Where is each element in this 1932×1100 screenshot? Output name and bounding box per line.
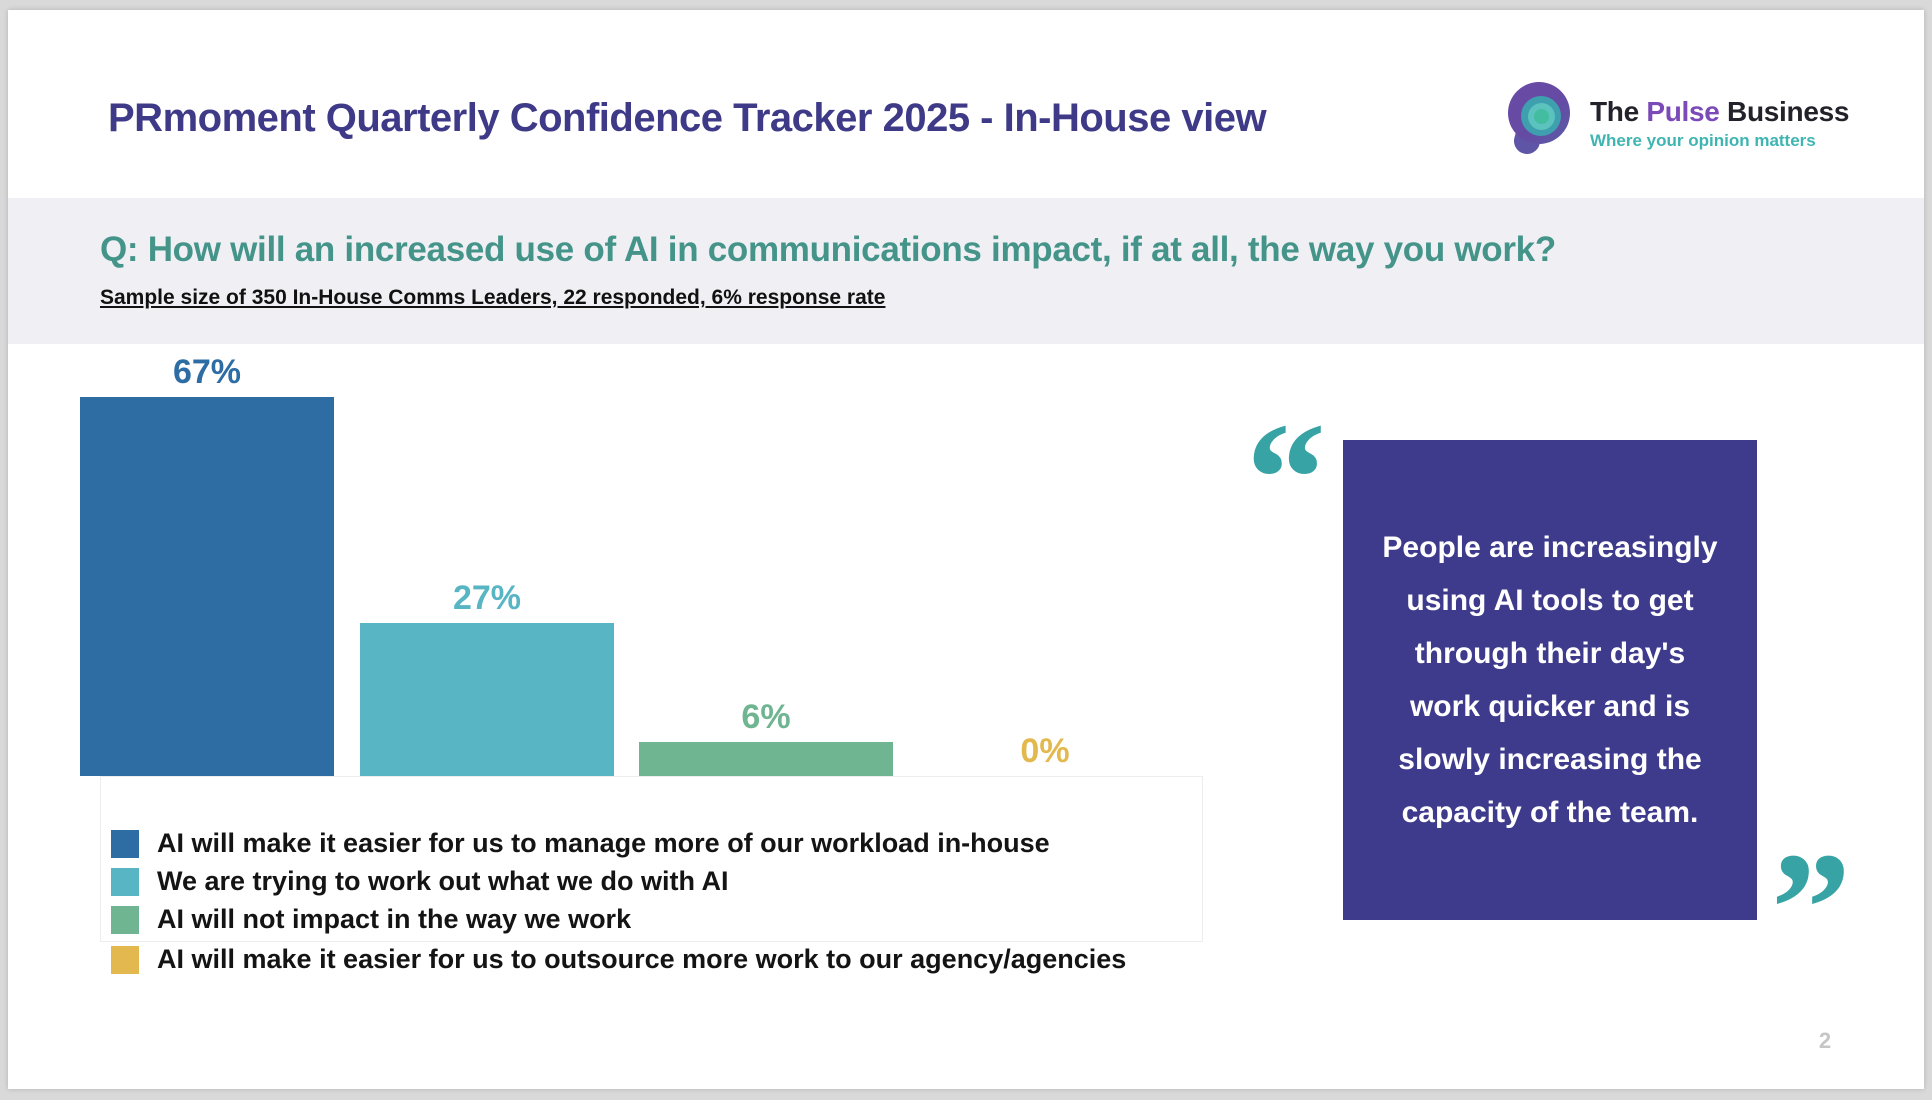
- legend-swatch: [111, 867, 139, 896]
- question-text: Q: How will an increased use of AI in co…: [100, 230, 1556, 269]
- logo-word-the: The: [1590, 96, 1647, 127]
- bar-value-label: 67%: [172, 353, 242, 391]
- legend-label: We are trying to work out what we do wit…: [157, 866, 729, 896]
- logo-word-pulse: Pulse: [1646, 96, 1720, 127]
- close-quote-icon: ”: [1771, 819, 1851, 997]
- legend-label: AI will make it easier for us to manage …: [157, 828, 1050, 858]
- bar: [639, 742, 893, 776]
- page-number: 2: [1818, 1028, 1832, 1053]
- slide: PRmoment Quarterly Confidence Tracker 20…: [8, 10, 1924, 1089]
- logo-inner-circle-3: [1534, 109, 1549, 124]
- pulse-swirl-icon: [1508, 82, 1574, 162]
- legend-box: [100, 776, 1203, 942]
- bar-value-label: 27%: [452, 579, 522, 617]
- pulse-business-logo: The Pulse Business Where your opinion ma…: [1508, 82, 1849, 162]
- sample-size-note: Sample size of 350 In-House Comms Leader…: [100, 286, 886, 309]
- legend-item: AI will not impact in the way we work: [111, 904, 631, 935]
- logo-brand-name: The Pulse Business: [1590, 96, 1849, 128]
- quote-box: People are increasingly using AI tools t…: [1343, 440, 1757, 920]
- bar-value-label: 0%: [1020, 732, 1070, 770]
- legend-item: We are trying to work out what we do wit…: [111, 866, 729, 897]
- question-band: Q: How will an increased use of AI in co…: [8, 198, 1924, 344]
- logo-word-business: Business: [1719, 96, 1850, 127]
- open-quote-icon: “: [1246, 389, 1326, 567]
- logo-text: The Pulse Business Where your opinion ma…: [1590, 82, 1849, 162]
- legend-swatch: [111, 829, 139, 858]
- legend-item: AI will make it easier for us to outsour…: [111, 944, 1126, 975]
- legend-swatch: [111, 945, 139, 974]
- legend-label: AI will make it easier for us to outsour…: [157, 944, 1127, 974]
- logo-tagline: Where your opinion matters: [1590, 131, 1816, 150]
- legend-swatch: [111, 905, 139, 934]
- bar-value-label: 6%: [741, 698, 791, 736]
- legend-label: AI will not impact in the way we work: [157, 904, 632, 934]
- quote-text: People are increasingly using AI tools t…: [1382, 531, 1718, 829]
- bar: [80, 397, 334, 776]
- legend-item: AI will make it easier for us to manage …: [111, 828, 1050, 859]
- bar: [360, 623, 614, 776]
- page-title: PRmoment Quarterly Confidence Tracker 20…: [108, 96, 1267, 140]
